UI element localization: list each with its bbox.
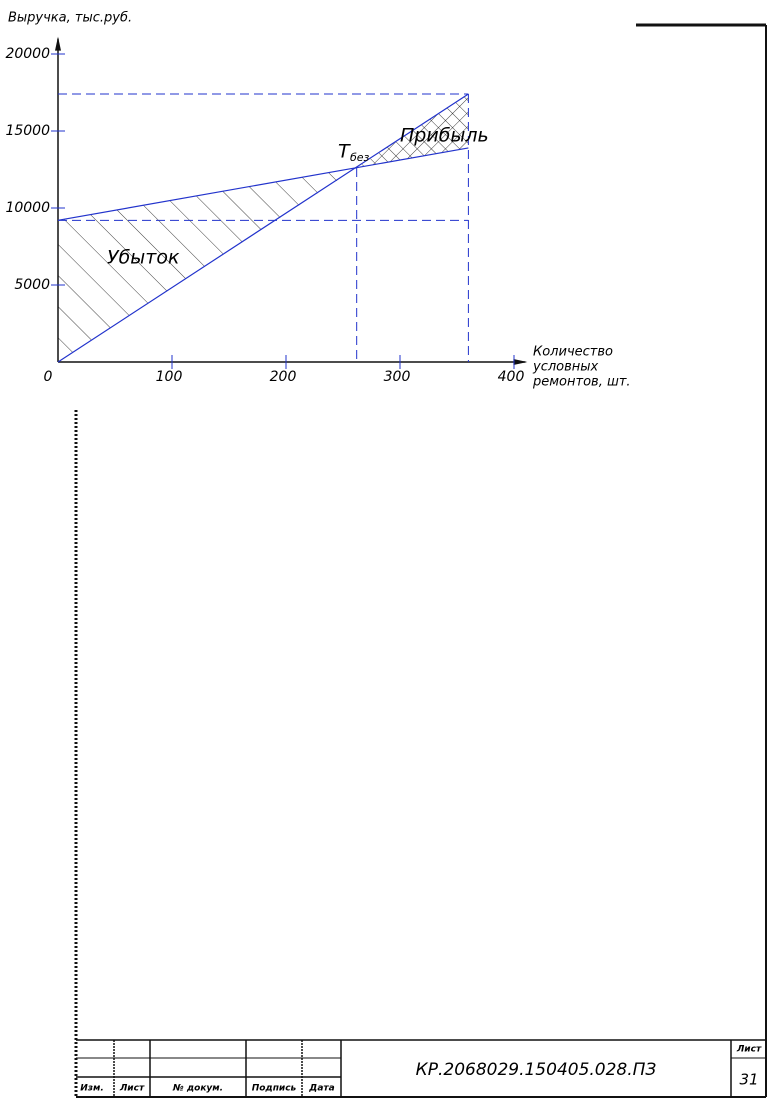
stamp-header: Изм. — [80, 1084, 104, 1094]
stamp-header: Лист — [119, 1084, 145, 1094]
y-tick-label: 20000 — [5, 46, 50, 62]
x-axis-label: Количество — [533, 345, 613, 360]
frame — [74, 23, 767, 1098]
annotation: Убыток — [107, 247, 180, 269]
x-tick-label: 200 — [270, 369, 297, 385]
y-tick-label: 15000 — [5, 123, 50, 139]
chart: Выручка, тыс.руб. Количествоусловныхремон… — [5, 11, 630, 390]
x-axis-label: ремонтов, шт. — [532, 375, 631, 390]
y-tick-label: 10000 — [5, 200, 50, 216]
x-tick-label: 300 — [384, 369, 411, 385]
stamp: Изм. Лист № докум. Подпись Дата КР.20680… — [80, 1045, 762, 1094]
x-arrow — [513, 359, 528, 365]
stamp-sheet-label: Лист — [736, 1045, 762, 1055]
x-tick-label: 0 — [44, 369, 53, 385]
stamp-code: КР.2068029.150405.028.ПЗ — [416, 1060, 657, 1080]
series-line — [57, 93, 469, 363]
annotation: Прибыль — [400, 125, 489, 147]
stamp-header: Подпись — [252, 1084, 297, 1094]
annotation: без — [350, 151, 370, 164]
y-tick-label: 5000 — [14, 277, 50, 293]
stamp-header: № докум. — [172, 1084, 223, 1094]
stamp-header: Дата — [308, 1084, 334, 1094]
x-tick-label: 100 — [156, 369, 183, 385]
stamp-sheet: 31 — [739, 1071, 758, 1089]
series-line — [57, 147, 469, 221]
annotation: Т — [338, 141, 351, 163]
x-tick-label: 400 — [498, 369, 525, 385]
x-axis-label: условных — [532, 360, 599, 375]
y-axis-label: Выручка, тыс.руб. — [8, 11, 132, 26]
y-arrow — [55, 36, 61, 51]
